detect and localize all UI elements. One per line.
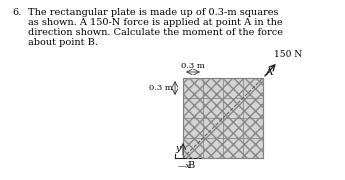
Text: 0.3 m: 0.3 m: [149, 84, 173, 92]
Text: The rectangular plate is made up of 0.3-m squares: The rectangular plate is made up of 0.3-…: [28, 8, 278, 17]
Text: as shown. A 150-N force is applied at point A in the: as shown. A 150-N force is applied at po…: [28, 18, 283, 27]
Text: A: A: [265, 68, 272, 77]
Text: about point B.: about point B.: [28, 38, 98, 47]
Text: direction shown. Calculate the moment of the force: direction shown. Calculate the moment of…: [28, 28, 283, 37]
Text: y: y: [175, 144, 180, 153]
Text: B: B: [187, 161, 194, 170]
Text: 0.3 m: 0.3 m: [181, 62, 205, 70]
Bar: [183, 78, 263, 158]
Text: 150 N: 150 N: [274, 50, 302, 59]
Text: —x: —x: [178, 162, 191, 170]
Bar: [183, 78, 263, 158]
Text: 6.: 6.: [12, 8, 21, 17]
